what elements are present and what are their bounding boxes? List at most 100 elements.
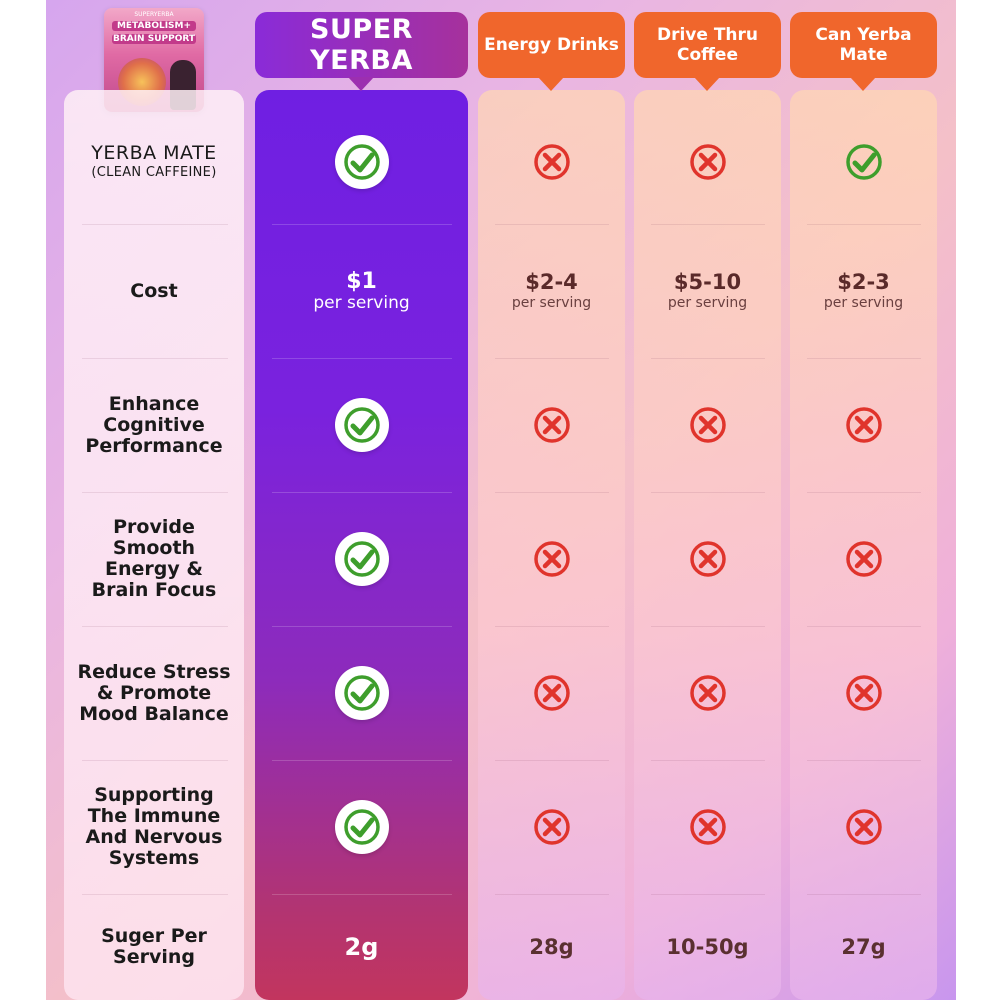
row-divider — [495, 626, 609, 627]
row-divider — [651, 358, 765, 359]
row-title: YERBA MATE — [91, 142, 217, 164]
header-pointer — [348, 77, 374, 91]
row-divider — [651, 224, 765, 225]
x-circle-icon — [681, 135, 735, 189]
cell — [255, 358, 468, 492]
cell — [790, 358, 937, 492]
row-label-cost: Cost — [130, 279, 178, 302]
cell — [634, 358, 781, 492]
x-circle-icon — [837, 800, 891, 854]
row-label-yerba-mate: YERBA MATE (CLEAN CAFFEINE) — [64, 100, 244, 224]
row-divider — [495, 894, 609, 895]
label-column — [64, 90, 244, 1000]
row-divider — [82, 224, 228, 225]
sugar-cell: 10-50g — [634, 894, 781, 1000]
x-circle-icon — [837, 532, 891, 586]
cell — [255, 492, 468, 626]
can-yerba-mate-column — [790, 90, 937, 1000]
cost-cell: $5-10 per serving — [634, 224, 781, 358]
cell — [478, 760, 625, 894]
row-subtitle: (CLEAN CAFFEINE) — [91, 165, 217, 180]
row-divider — [272, 492, 452, 493]
cost-value: $5-10 — [673, 270, 742, 294]
row-divider — [651, 626, 765, 627]
row-divider — [272, 760, 452, 761]
row-divider — [807, 492, 921, 493]
row-divider — [807, 894, 921, 895]
x-circle-icon — [681, 398, 735, 452]
row-label-sugar: Suger Per Serving — [101, 925, 207, 968]
row-divider — [807, 224, 921, 225]
row-divider — [82, 626, 228, 627]
cell — [255, 100, 468, 224]
x-circle-icon — [525, 532, 579, 586]
cell — [255, 760, 468, 894]
cost-cell: $1 per serving — [255, 224, 468, 358]
cell — [478, 100, 625, 224]
x-circle-icon — [681, 666, 735, 720]
sugar-value: 10-50g — [666, 935, 749, 959]
row-divider — [82, 894, 228, 895]
header-drive-thru-coffee: Drive Thru Coffee — [634, 12, 781, 78]
row-divider — [807, 358, 921, 359]
sugar-cell: 27g — [790, 894, 937, 1000]
drive-thru-coffee-column — [634, 90, 781, 1000]
x-circle-icon — [525, 800, 579, 854]
row-divider — [807, 760, 921, 761]
pack-line-2: BRAIN SUPPORT — [112, 34, 196, 44]
row-divider — [82, 760, 228, 761]
x-circle-icon — [681, 800, 735, 854]
header-pointer — [694, 77, 720, 91]
check-circle-icon — [334, 800, 389, 854]
cell — [634, 492, 781, 626]
row-label-immune: Supporting The Immune And Nervous System… — [85, 784, 223, 869]
cost-cell: $2-4 per serving — [478, 224, 625, 358]
check-circle-icon — [334, 135, 389, 189]
cost-value: $1 — [346, 269, 377, 294]
cell — [634, 100, 781, 224]
row-divider — [495, 224, 609, 225]
energy-drinks-column — [478, 90, 625, 1000]
header-super-yerba: SUPER YERBA — [255, 12, 468, 78]
cell — [478, 492, 625, 626]
header-can-yerba-mate: Can Yerba Mate — [790, 12, 937, 78]
row-label-energy-focus: Provide Smooth Energy & Brain Focus — [91, 516, 217, 601]
cost-unit: per serving — [667, 295, 748, 311]
pack-brand: SUPERYERBA — [134, 11, 174, 18]
x-circle-icon — [837, 398, 891, 452]
row-label-stress: Reduce Stress & Promote Mood Balance — [77, 660, 231, 725]
row-divider — [651, 894, 765, 895]
x-circle-icon — [837, 666, 891, 720]
cell — [478, 358, 625, 492]
cell — [255, 626, 468, 760]
row-divider — [272, 626, 452, 627]
cost-unit: per serving — [823, 295, 904, 311]
header-pointer — [538, 77, 564, 91]
check-circle-icon — [837, 135, 891, 189]
sugar-cell: 2g — [255, 894, 468, 1000]
sugar-value: 27g — [841, 935, 886, 959]
cost-unit: per serving — [313, 293, 410, 313]
x-circle-icon — [681, 532, 735, 586]
row-divider — [495, 760, 609, 761]
header-pointer — [850, 77, 876, 91]
x-circle-icon — [525, 398, 579, 452]
cell — [634, 760, 781, 894]
check-circle-icon — [334, 532, 389, 586]
pack-line-1: METABOLISM+ — [112, 21, 196, 31]
cell — [790, 626, 937, 760]
check-circle-icon — [334, 398, 389, 452]
sugar-value: 2g — [344, 933, 379, 961]
cell — [790, 760, 937, 894]
cell — [790, 100, 937, 224]
header-energy-drinks: Energy Drinks — [478, 12, 625, 78]
row-divider — [272, 358, 452, 359]
x-circle-icon — [525, 666, 579, 720]
sugar-value: 28g — [529, 935, 574, 959]
cell — [790, 492, 937, 626]
cost-value: $2-4 — [525, 270, 578, 294]
row-divider — [495, 358, 609, 359]
row-label-cognitive: Enhance Cognitive Performance — [85, 392, 223, 457]
row-divider — [495, 492, 609, 493]
row-divider — [272, 224, 452, 225]
